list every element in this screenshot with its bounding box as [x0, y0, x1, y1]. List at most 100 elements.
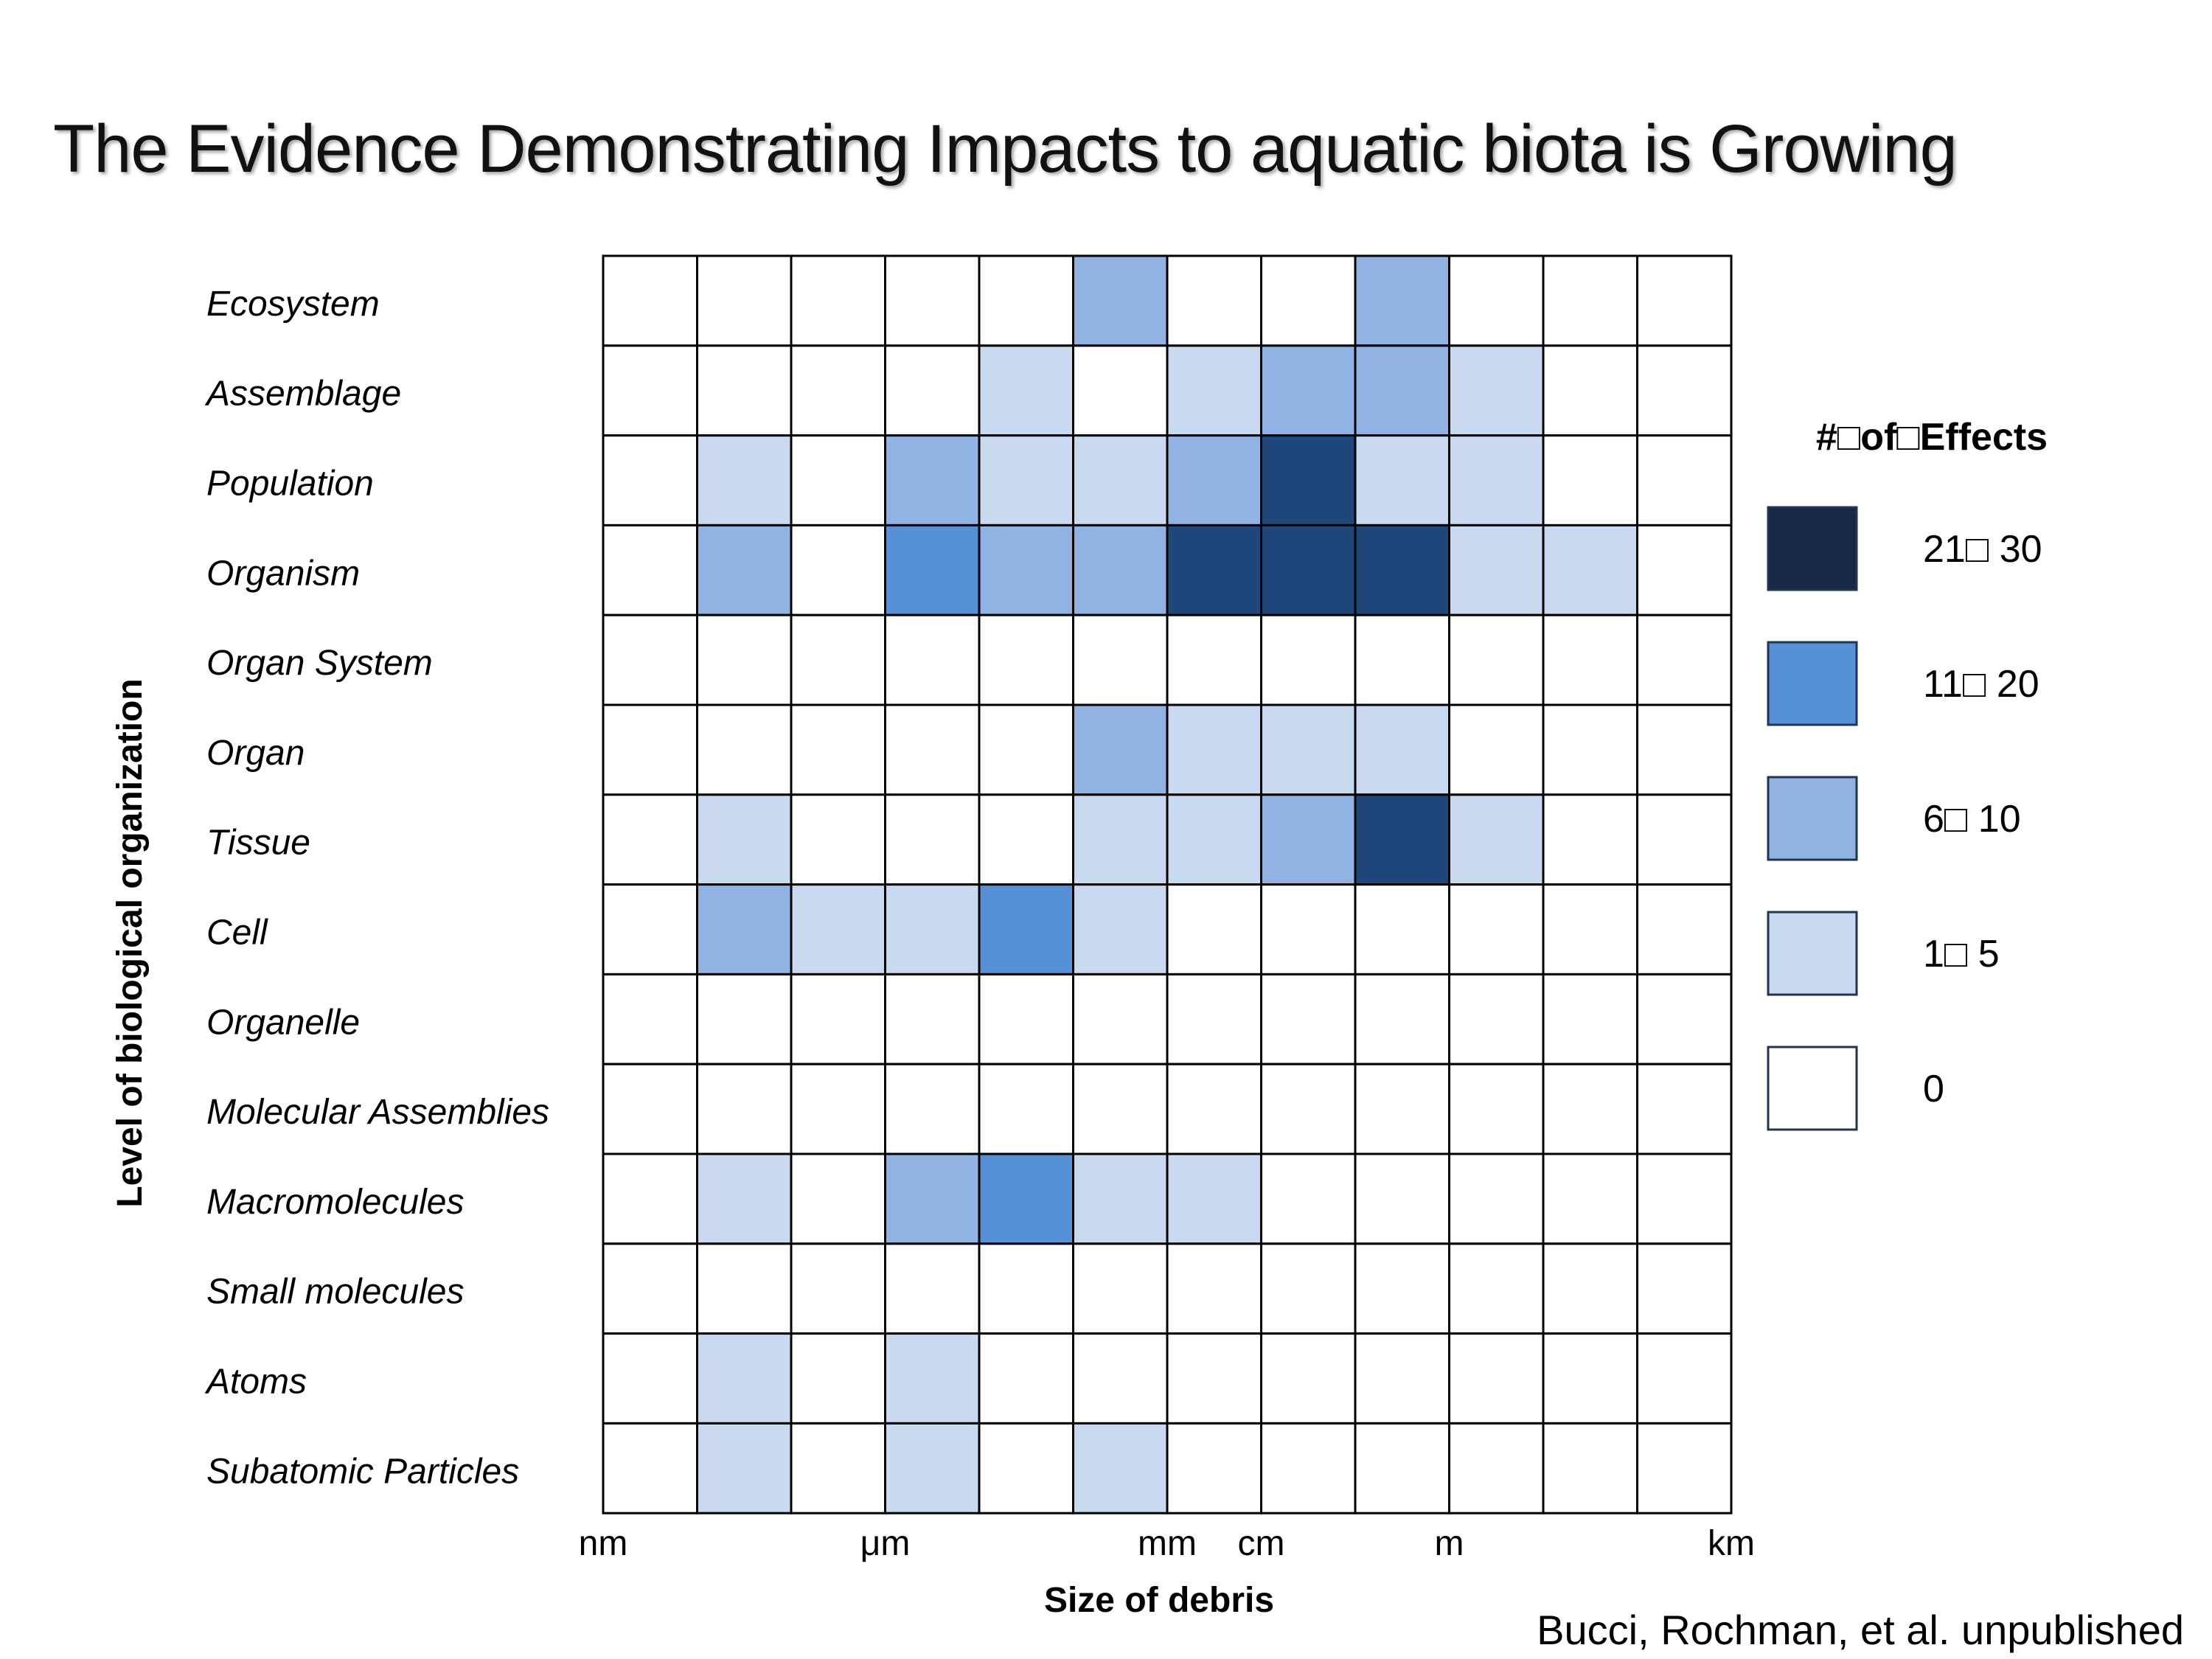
legend-label: 0: [1923, 1068, 1944, 1110]
heatmap-cell: [602, 1062, 698, 1155]
row-label: Organelle: [206, 1003, 360, 1042]
row-label: Atoms: [204, 1363, 307, 1402]
row-label: Organ: [206, 734, 305, 773]
legend-swatch: [1767, 506, 1858, 591]
x-tick-label: cm: [1238, 1524, 1285, 1563]
heatmap-cell: [1542, 703, 1638, 796]
heatmap-cell: [602, 613, 698, 706]
heatmap-cell: [1260, 1422, 1357, 1514]
legend-swatch: [1767, 911, 1858, 996]
heatmap-cell: [978, 1332, 1074, 1425]
heatmap-cell: [696, 524, 793, 616]
heatmap-cell: [1072, 1242, 1169, 1335]
heatmap-cell: [1636, 613, 1733, 706]
x-tick-label: nm: [579, 1524, 628, 1563]
row-label: Subatomic Particles: [206, 1452, 519, 1491]
heatmap-cell: [1354, 434, 1450, 526]
heatmap-cell: [1166, 793, 1262, 886]
heatmap-cell: [696, 1422, 793, 1514]
heatmap-cell: [1448, 524, 1545, 616]
heatmap-cell: [1542, 793, 1638, 886]
heatmap-cell: [978, 973, 1074, 1065]
heatmap-cell: [696, 703, 793, 796]
heatmap-cell: [790, 254, 886, 347]
heatmap-cell: [1636, 1152, 1733, 1245]
heatmap-cell: [1542, 1152, 1638, 1245]
legend-title: #□of□Effects: [1816, 416, 2048, 459]
slide-title: The Evidence Demonstrating Impacts to aq…: [53, 111, 1958, 187]
heatmap-cell: [978, 434, 1074, 526]
heatmap-cell: [1072, 703, 1169, 796]
heatmap-cell: [696, 1152, 793, 1245]
heatmap-cell: [790, 344, 886, 437]
row-label: Cell: [206, 914, 268, 953]
heatmap-cell: [1260, 344, 1357, 437]
heatmap-cell: [1542, 973, 1638, 1065]
row-label: Organism: [206, 554, 360, 593]
x-tick-label: m: [1435, 1524, 1464, 1563]
heatmap-cell: [696, 1242, 793, 1335]
heatmap-cell: [1166, 1242, 1262, 1335]
heatmap-cell: [978, 1152, 1074, 1245]
legend-swatch: [1767, 1046, 1858, 1131]
row-label: Assemblage: [204, 375, 401, 414]
heatmap-cell: [1354, 344, 1450, 437]
row-labels: Ecosystem Assemblage Population Organism Org…: [204, 285, 549, 1491]
legend-swatch: [1767, 776, 1858, 861]
heatmap-cell: [884, 1062, 981, 1155]
heatmap-cell: [1636, 1332, 1733, 1425]
heatmap-cell: [1448, 793, 1545, 886]
heatmap-cell: [602, 883, 698, 975]
heatmap-cell: [1636, 793, 1733, 886]
row-label: Molecular Assemblies: [206, 1093, 549, 1132]
heatmap-cell: [1354, 973, 1450, 1065]
heatmap-cell: [1166, 524, 1262, 616]
heatmap-cell: [790, 434, 886, 526]
heatmap-cell: [790, 1332, 886, 1425]
x-axis-title: Size of debris: [1044, 1581, 1274, 1620]
heatmap-cell: [884, 703, 981, 796]
heatmap-cell: [1636, 434, 1733, 526]
legend-label: 6□ 10: [1923, 798, 2021, 841]
heatmap-cell: [978, 344, 1074, 437]
row-label: Organ System: [206, 644, 433, 683]
heatmap-cell: [696, 973, 793, 1065]
heatmap-cell: [1072, 254, 1169, 347]
heatmap-cell: [1072, 883, 1169, 975]
heatmap-cell: [1448, 1152, 1545, 1245]
heatmap-cell: [978, 793, 1074, 886]
heatmap-cell: [1166, 1152, 1262, 1245]
heatmap-cell: [1072, 344, 1169, 437]
legend: #□of□Effects 21□ 30 11□ 20 6□ 10 1□ 5 0: [1767, 416, 2048, 1131]
heatmap-cell: [884, 254, 981, 347]
heatmap-cell: [696, 1062, 793, 1155]
heatmap-cell: [1166, 703, 1262, 796]
heatmap-cell: [696, 613, 793, 706]
heatmap-cell: [1448, 703, 1545, 796]
x-tick-label: mm: [1138, 1524, 1197, 1563]
legend-label: 11□ 20: [1923, 663, 2039, 706]
heatmap-cell: [978, 883, 1074, 975]
heatmap-cell: [978, 524, 1074, 616]
heatmap-cell: [1448, 883, 1545, 975]
heatmap-cell: [1448, 1422, 1545, 1514]
heatmap-cell: [1636, 1242, 1733, 1335]
heatmap-cell: [978, 613, 1074, 706]
heatmap-cell: [1448, 973, 1545, 1065]
heatmap-cell: [1636, 524, 1733, 616]
heatmap-cell: [1354, 883, 1450, 975]
heatmap-cell: [884, 524, 981, 616]
heatmap-cell: [1166, 1422, 1262, 1514]
heatmap-cell: [696, 434, 793, 526]
heatmap-cell: [978, 703, 1074, 796]
heatmap-cell: [1166, 613, 1262, 706]
legend-items: 21□ 30 11□ 20 6□ 10 1□ 5 0: [1767, 506, 2042, 1131]
heatmap-cell: [1166, 254, 1262, 347]
heatmap-cell: [1542, 1242, 1638, 1335]
heatmap-cell: [978, 1242, 1074, 1335]
heatmap-cell: [1636, 344, 1733, 437]
heatmap-cell: [1354, 524, 1450, 616]
heatmap-cell: [1354, 1422, 1450, 1514]
heatmap-cell: [884, 1152, 981, 1245]
heatmap-cell: [696, 1332, 793, 1425]
